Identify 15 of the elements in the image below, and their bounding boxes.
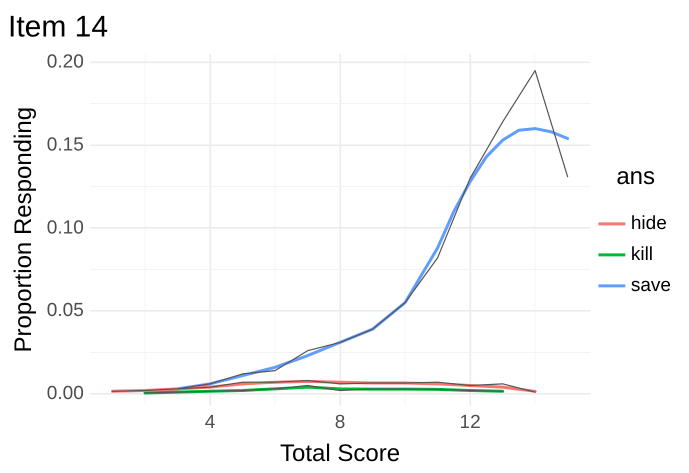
legend-title: ans [616, 163, 656, 190]
y-tick-label: 0.15 [46, 134, 84, 156]
y-tick-label: 0.10 [46, 217, 84, 238]
legend-label: save [630, 275, 672, 296]
x-tick-label: 8 [334, 412, 346, 434]
y-tick-label: 0.00 [46, 383, 84, 404]
x-axis-title: Total Score [280, 440, 400, 468]
x-tick-label: 4 [204, 412, 216, 434]
y-tick-label: 0.05 [46, 300, 84, 322]
legend-label: kill [630, 244, 654, 266]
legend-label: hide [630, 213, 667, 234]
chart-title: Item 14 [8, 10, 108, 44]
x-tick-label: 12 [460, 412, 481, 434]
y-tick-label: 0.20 [46, 52, 84, 73]
y-axis-title: Proportion Responding [10, 106, 38, 352]
